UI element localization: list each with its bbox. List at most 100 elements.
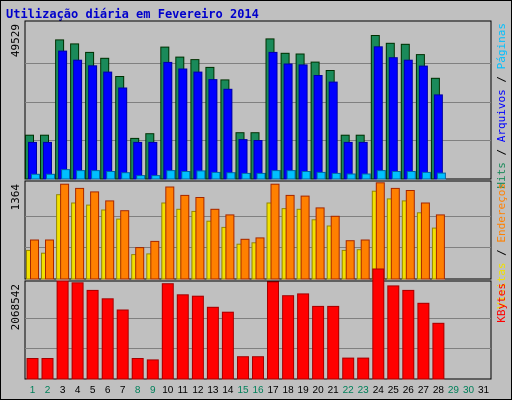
- day-label-2: 2: [45, 385, 51, 396]
- day-label-26: 26: [403, 385, 415, 396]
- bar-páginas-day-5: [91, 170, 101, 180]
- bar-páginas-day-15: [241, 172, 251, 180]
- bar-páginas-day-17: [271, 170, 281, 180]
- day-label-25: 25: [388, 385, 400, 396]
- day-label-10: 10: [162, 385, 174, 396]
- bar-kbytes-day-15: [237, 356, 249, 380]
- bar-páginas-day-25: [391, 171, 401, 180]
- bar-arquivos-day-27: [418, 65, 428, 180]
- bar-endereços-day-23: [360, 239, 370, 280]
- bar-kbytes-day-6: [101, 298, 114, 380]
- bar-kbytes-day-17: [267, 281, 279, 380]
- day-label-29: 29: [448, 385, 460, 396]
- day-label-11: 11: [178, 385, 189, 396]
- panel-top: 49529: [9, 20, 492, 180]
- day-label-14: 14: [222, 385, 234, 396]
- bar-arquivos-day-2: [43, 141, 52, 180]
- bar-páginas-day-27: [421, 171, 431, 180]
- bar-kbytes-day-5: [86, 289, 99, 380]
- bar-endereços-day-20: [315, 207, 325, 280]
- bar-endereços-day-25: [390, 187, 400, 280]
- bar-kbytes-day-21: [327, 305, 340, 380]
- day-label-16: 16: [252, 385, 264, 396]
- bar-páginas-day-6: [106, 171, 116, 180]
- bar-kbytes-day-9: [146, 359, 159, 380]
- bar-páginas-day-9: [151, 175, 161, 180]
- day-label-30: 30: [463, 385, 475, 396]
- legend-item-arquivos: Arquivos: [495, 89, 508, 142]
- day-label-9: 9: [150, 385, 156, 396]
- day-label-17: 17: [267, 385, 279, 396]
- bar-arquivos-day-10: [163, 61, 173, 180]
- legend-item-endereços: Endereços: [495, 183, 508, 243]
- bar-arquivos-day-1: [28, 141, 37, 180]
- bar-arquivos-day-4: [73, 59, 83, 180]
- bar-kbytes-day-22: [342, 357, 355, 380]
- day-label-15: 15: [237, 385, 249, 396]
- bar-kbytes-day-10: [161, 283, 174, 380]
- bar-endereços-day-2: [45, 239, 54, 280]
- bar-kbytes-day-4: [71, 282, 84, 380]
- bar-kbytes-day-25: [387, 285, 400, 380]
- bar-páginas-day-1: [31, 173, 40, 180]
- bar-arquivos-day-11: [178, 68, 188, 180]
- bar-páginas-day-11: [181, 171, 191, 180]
- bar-arquivos-day-18: [283, 63, 293, 180]
- legend-item-hits: Hits: [495, 162, 508, 189]
- bar-endereços-day-15: [240, 238, 250, 280]
- bar-kbytes-day-20: [312, 305, 325, 380]
- bar-páginas-day-20: [316, 171, 326, 180]
- bar-arquivos-day-17: [268, 51, 278, 180]
- bar-kbytes-day-19: [297, 293, 310, 380]
- bar-páginas-day-18: [286, 170, 296, 180]
- bar-endereços-day-21: [330, 215, 340, 280]
- panel-bottom: 2068542: [9, 268, 492, 380]
- bar-endereços-day-1: [30, 239, 39, 280]
- day-label-22: 22: [343, 385, 355, 396]
- bar-páginas-day-16: [256, 172, 266, 180]
- bar-arquivos-day-24: [373, 46, 383, 180]
- bar-endereços-day-26: [405, 190, 415, 280]
- bar-arquivos-day-3: [58, 50, 68, 180]
- bar-kbytes-day-16: [252, 356, 264, 380]
- bar-kbytes-day-13: [206, 306, 219, 380]
- bar-arquivos-day-25: [388, 57, 398, 180]
- day-label-24: 24: [373, 385, 385, 396]
- day-label-12: 12: [192, 385, 204, 396]
- bar-páginas-day-28: [436, 172, 446, 180]
- bar-kbytes-day-27: [417, 302, 430, 380]
- bar-endereços-day-12: [195, 197, 205, 280]
- legend-item-páginas: Páginas: [495, 23, 508, 69]
- bar-endereços-day-27: [420, 202, 430, 280]
- bar-arquivos-day-8: [133, 141, 143, 180]
- day-label-4: 4: [75, 385, 81, 396]
- bar-endereços-day-22: [345, 240, 355, 280]
- bar-arquivos-day-9: [148, 141, 158, 180]
- bar-arquivos-day-14: [223, 88, 233, 180]
- day-label-28: 28: [433, 385, 445, 396]
- bar-endereços-day-11: [180, 194, 190, 280]
- bar-kbytes-day-18: [282, 295, 295, 380]
- bar-arquivos-day-28: [433, 94, 443, 180]
- bar-endereços-day-18: [285, 194, 295, 280]
- bar-kbytes-day-1: [26, 358, 39, 380]
- bar-endereços-day-16: [255, 237, 265, 280]
- day-label-21: 21: [328, 385, 340, 396]
- bar-endereços-day-19: [300, 195, 310, 280]
- day-label-8: 8: [135, 385, 141, 396]
- bar-arquivos-day-5: [88, 65, 98, 180]
- bar-páginas-day-10: [166, 170, 176, 180]
- day-label-19: 19: [298, 385, 310, 396]
- bar-kbytes-day-11: [176, 294, 189, 380]
- day-label-20: 20: [313, 385, 325, 396]
- bar-endereços-day-13: [210, 208, 220, 280]
- bar-kbytes-day-23: [357, 357, 370, 380]
- legend-middle: Visitas / Endereços: [495, 183, 508, 309]
- legend-separator: /: [495, 243, 508, 263]
- bar-arquivos-day-26: [403, 59, 413, 180]
- bar-arquivos-day-20: [313, 75, 323, 180]
- legend-top: Hits / Arquivos / Páginas: [495, 23, 508, 189]
- bar-páginas-day-22: [346, 173, 356, 180]
